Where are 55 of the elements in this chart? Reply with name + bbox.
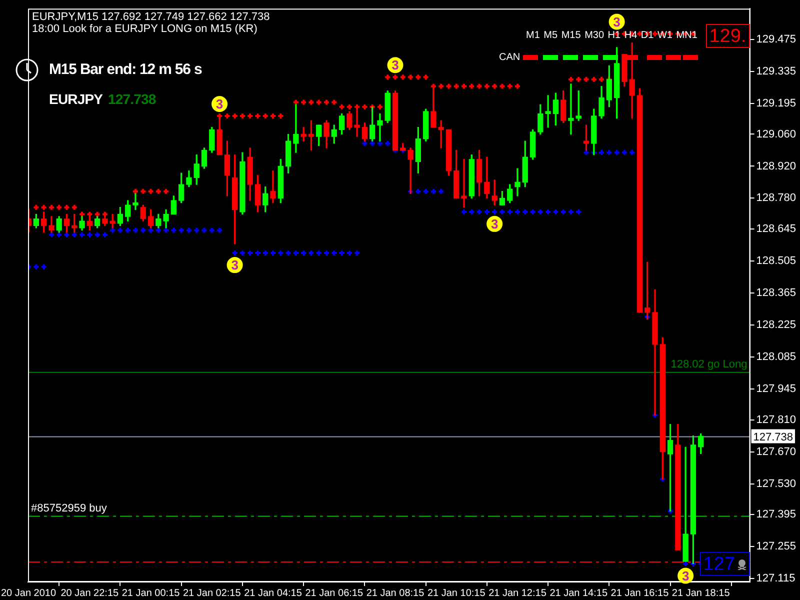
annotation: 3 (613, 14, 620, 30)
x-tick-label: 20 Jan 22:15 (60, 588, 119, 599)
annotation: 3 (216, 96, 224, 112)
x-tick-label: 21 Jan 06:15 (305, 588, 364, 599)
x-tick-label: 20 Jan 2010 (0, 588, 56, 599)
y-tick-label: 127.255 (756, 540, 796, 553)
text: 18:00 Look for a EURJPY LONG on M15 (KR) (32, 22, 258, 35)
annotation: CAN (499, 52, 520, 63)
ref-line-label: 128.02 go Long (670, 358, 748, 370)
chart-title: EURJPY,M15 127.692 127.749 127.662 127.738 (32, 10, 270, 23)
y-tick-label: 128.225 (756, 319, 796, 332)
x-tick-label: 21 Jan 18:15 (672, 588, 730, 599)
annotation: EURJPY (49, 91, 103, 107)
x-tick-label: 21 Jan 12:15 (488, 588, 547, 599)
candlestick (514, 168, 520, 196)
y-tick-label: 128.645 (756, 223, 796, 236)
y-tick-label: 127.115 (756, 572, 796, 585)
annotation: M15 Bar end: 12 m 56 s (49, 61, 202, 78)
annotation: 129. (709, 26, 746, 47)
x-tick-label: 21 Jan 04:15 (244, 588, 302, 599)
y-tick-label: 127.945 (756, 382, 796, 395)
y-tick-label: 129.060 (756, 128, 796, 140)
y-tick-label: 129.195 (756, 97, 796, 110)
annotation: 3 (231, 258, 238, 273)
candlestick (568, 84, 574, 135)
annotation: 3 (682, 568, 690, 584)
x-tick-label: 21 Jan 14:15 (550, 588, 608, 599)
y-tick-label: 127.395 (756, 508, 796, 521)
annotation: 127.738 (108, 91, 156, 107)
y-tick-label: 128.085 (756, 351, 796, 364)
annotation: 127 (703, 554, 735, 575)
y-tick-label: 128.920 (756, 160, 796, 172)
y-tick-label: 129.335 (756, 65, 796, 78)
annotation: 3 (490, 216, 498, 232)
ref-line-label: 127.738 (753, 431, 794, 444)
candlestick (270, 170, 276, 204)
candlestick (492, 180, 498, 206)
y-tick-label: 128.365 (756, 287, 796, 300)
x-tick-label: 21 Jan 10:15 (427, 588, 486, 599)
y-tick-label: 128.505 (756, 255, 796, 268)
x-tick-label: 21 Jan 16:15 (610, 588, 670, 599)
candlestick (545, 95, 551, 128)
candlestick (300, 127, 306, 142)
x-tick-label: 21 Jan 00:15 (122, 588, 180, 599)
x-tick-label: 21 Jan 02:15 (182, 588, 242, 599)
candlestick (408, 148, 414, 194)
annotation: 3 (392, 58, 399, 73)
ref-line-label: #85752959 buy (31, 502, 108, 514)
y-tick-label: 127.810 (756, 414, 796, 426)
x-tick-label: 21 Jan 08:15 (366, 588, 425, 599)
y-tick-label: 128.780 (756, 192, 796, 204)
y-tick-label: 127.670 (756, 446, 796, 458)
candlestick (461, 159, 467, 208)
y-tick-label: 129.475 (756, 33, 796, 46)
y-tick-label: 127.530 (756, 478, 796, 490)
